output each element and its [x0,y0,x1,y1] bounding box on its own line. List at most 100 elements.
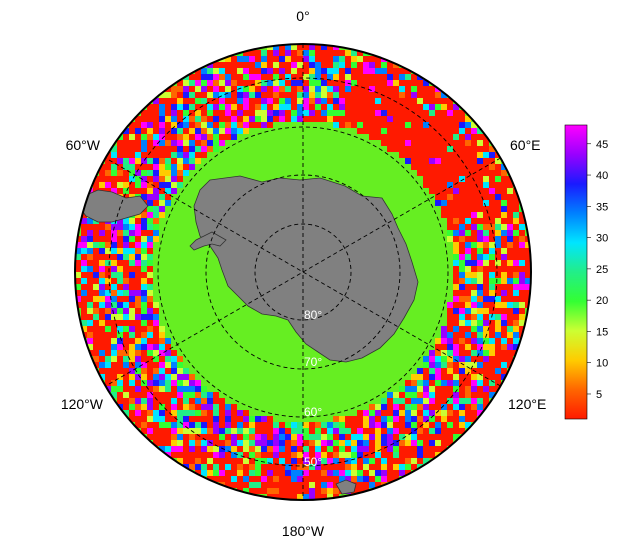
data-pixel [231,104,237,110]
data-pixel [321,104,327,110]
data-pixel [321,464,327,470]
data-pixel [123,344,129,350]
data-pixel [519,248,525,254]
data-pixel [477,170,483,176]
data-pixel [339,416,345,422]
data-pixel [357,80,363,86]
data-pixel [165,338,171,344]
data-pixel [399,140,405,146]
data-pixel [189,422,195,428]
data-pixel [453,410,459,416]
data-pixel [273,74,279,80]
data-pixel [513,326,519,332]
data-pixel [159,356,165,362]
data-pixel [345,68,351,74]
data-pixel [471,284,477,290]
data-pixel [483,266,489,272]
data-pixel [417,80,423,86]
data-pixel [513,302,519,308]
data-pixel [81,326,87,332]
data-pixel [213,116,219,122]
data-pixel [105,248,111,254]
data-pixel [183,386,189,392]
data-pixel [225,134,231,140]
data-pixel [333,458,339,464]
data-pixel [393,62,399,68]
data-pixel [387,104,393,110]
data-pixel [315,488,321,494]
data-pixel [243,50,249,56]
data-pixel [417,386,423,392]
data-pixel [255,110,261,116]
data-pixel [507,206,513,212]
data-pixel [483,344,489,350]
data-pixel [99,314,105,320]
data-pixel [483,224,489,230]
data-pixel [207,392,213,398]
data-pixel [453,320,459,326]
data-pixel [453,350,459,356]
data-pixel [165,374,171,380]
data-pixel [489,296,495,302]
data-pixel [243,476,249,482]
data-pixel [321,476,327,482]
data-pixel [111,254,117,260]
data-pixel [165,122,171,128]
data-pixel [285,482,291,488]
data-pixel [375,464,381,470]
data-pixel [129,272,135,278]
longitude-label-top: 0° [296,8,309,24]
data-pixel [147,362,153,368]
data-pixel [357,98,363,104]
data-pixel [117,296,123,302]
data-pixel [489,302,495,308]
data-pixel [315,422,321,428]
data-pixel [459,212,465,218]
data-pixel [459,242,465,248]
data-pixel [213,458,219,464]
data-pixel [111,320,117,326]
data-pixel [267,416,273,422]
data-pixel [111,350,117,356]
data-pixel [99,164,105,170]
data-pixel [435,134,441,140]
data-pixel [315,476,321,482]
data-pixel [279,92,285,98]
data-pixel [195,422,201,428]
data-pixel [81,278,87,284]
data-pixel [135,374,141,380]
data-pixel [189,452,195,458]
data-pixel [117,224,123,230]
data-pixel [165,98,171,104]
data-pixel [459,320,465,326]
data-pixel [507,290,513,296]
data-pixel [171,110,177,116]
data-pixel [309,50,315,56]
data-pixel [447,320,453,326]
data-pixel [177,92,183,98]
data-pixel [147,296,153,302]
data-pixel [285,80,291,86]
data-pixel [303,464,309,470]
data-pixel [153,302,159,308]
data-pixel [297,80,303,86]
data-pixel [129,410,135,416]
data-pixel [459,152,465,158]
data-pixel [153,176,159,182]
data-pixel [495,332,501,338]
data-pixel [483,230,489,236]
data-pixel [411,410,417,416]
data-pixel [315,98,321,104]
data-pixel [231,470,237,476]
data-pixel [495,236,501,242]
data-pixel [453,158,459,164]
data-pixel [369,92,375,98]
data-pixel [423,392,429,398]
data-pixel [471,200,477,206]
data-pixel [135,254,141,260]
data-pixel [465,158,471,164]
data-pixel [123,278,129,284]
data-pixel [141,422,147,428]
data-pixel [333,110,339,116]
data-pixel [105,368,111,374]
